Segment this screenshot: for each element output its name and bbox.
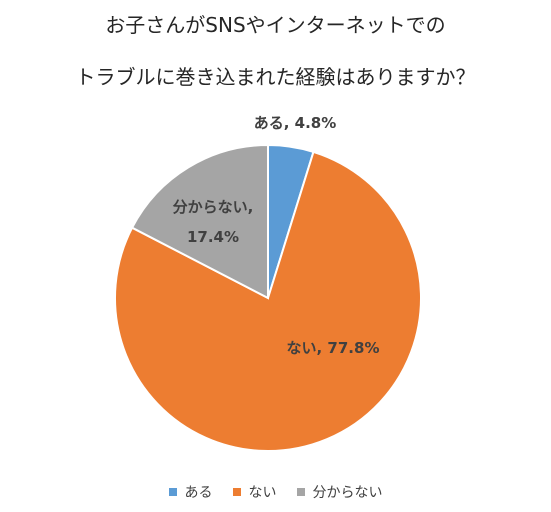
legend-label-nai: ない: [249, 482, 277, 502]
data-label-wakaranai: 分からない,: [173, 198, 254, 216]
legend-swatch-wakaranai: [297, 488, 305, 496]
chart-legend: ある ない 分からない: [0, 482, 551, 502]
data-label-wakaranai-line-2: 17.4%: [187, 228, 239, 246]
pie-slices: [115, 145, 421, 451]
legend-label-aru: ある: [185, 482, 213, 502]
data-label-nai: ない, 77.8%: [287, 339, 380, 357]
legend-label-wakaranai: 分からない: [313, 482, 383, 502]
data-label-aru: ある, 4.8%: [254, 114, 337, 132]
legend-swatch-nai: [233, 488, 241, 496]
legend-item-aru: ある: [169, 482, 213, 502]
legend-item-wakaranai: 分からない: [297, 482, 383, 502]
legend-item-nai: ない: [233, 482, 277, 502]
legend-swatch-aru: [169, 488, 177, 496]
